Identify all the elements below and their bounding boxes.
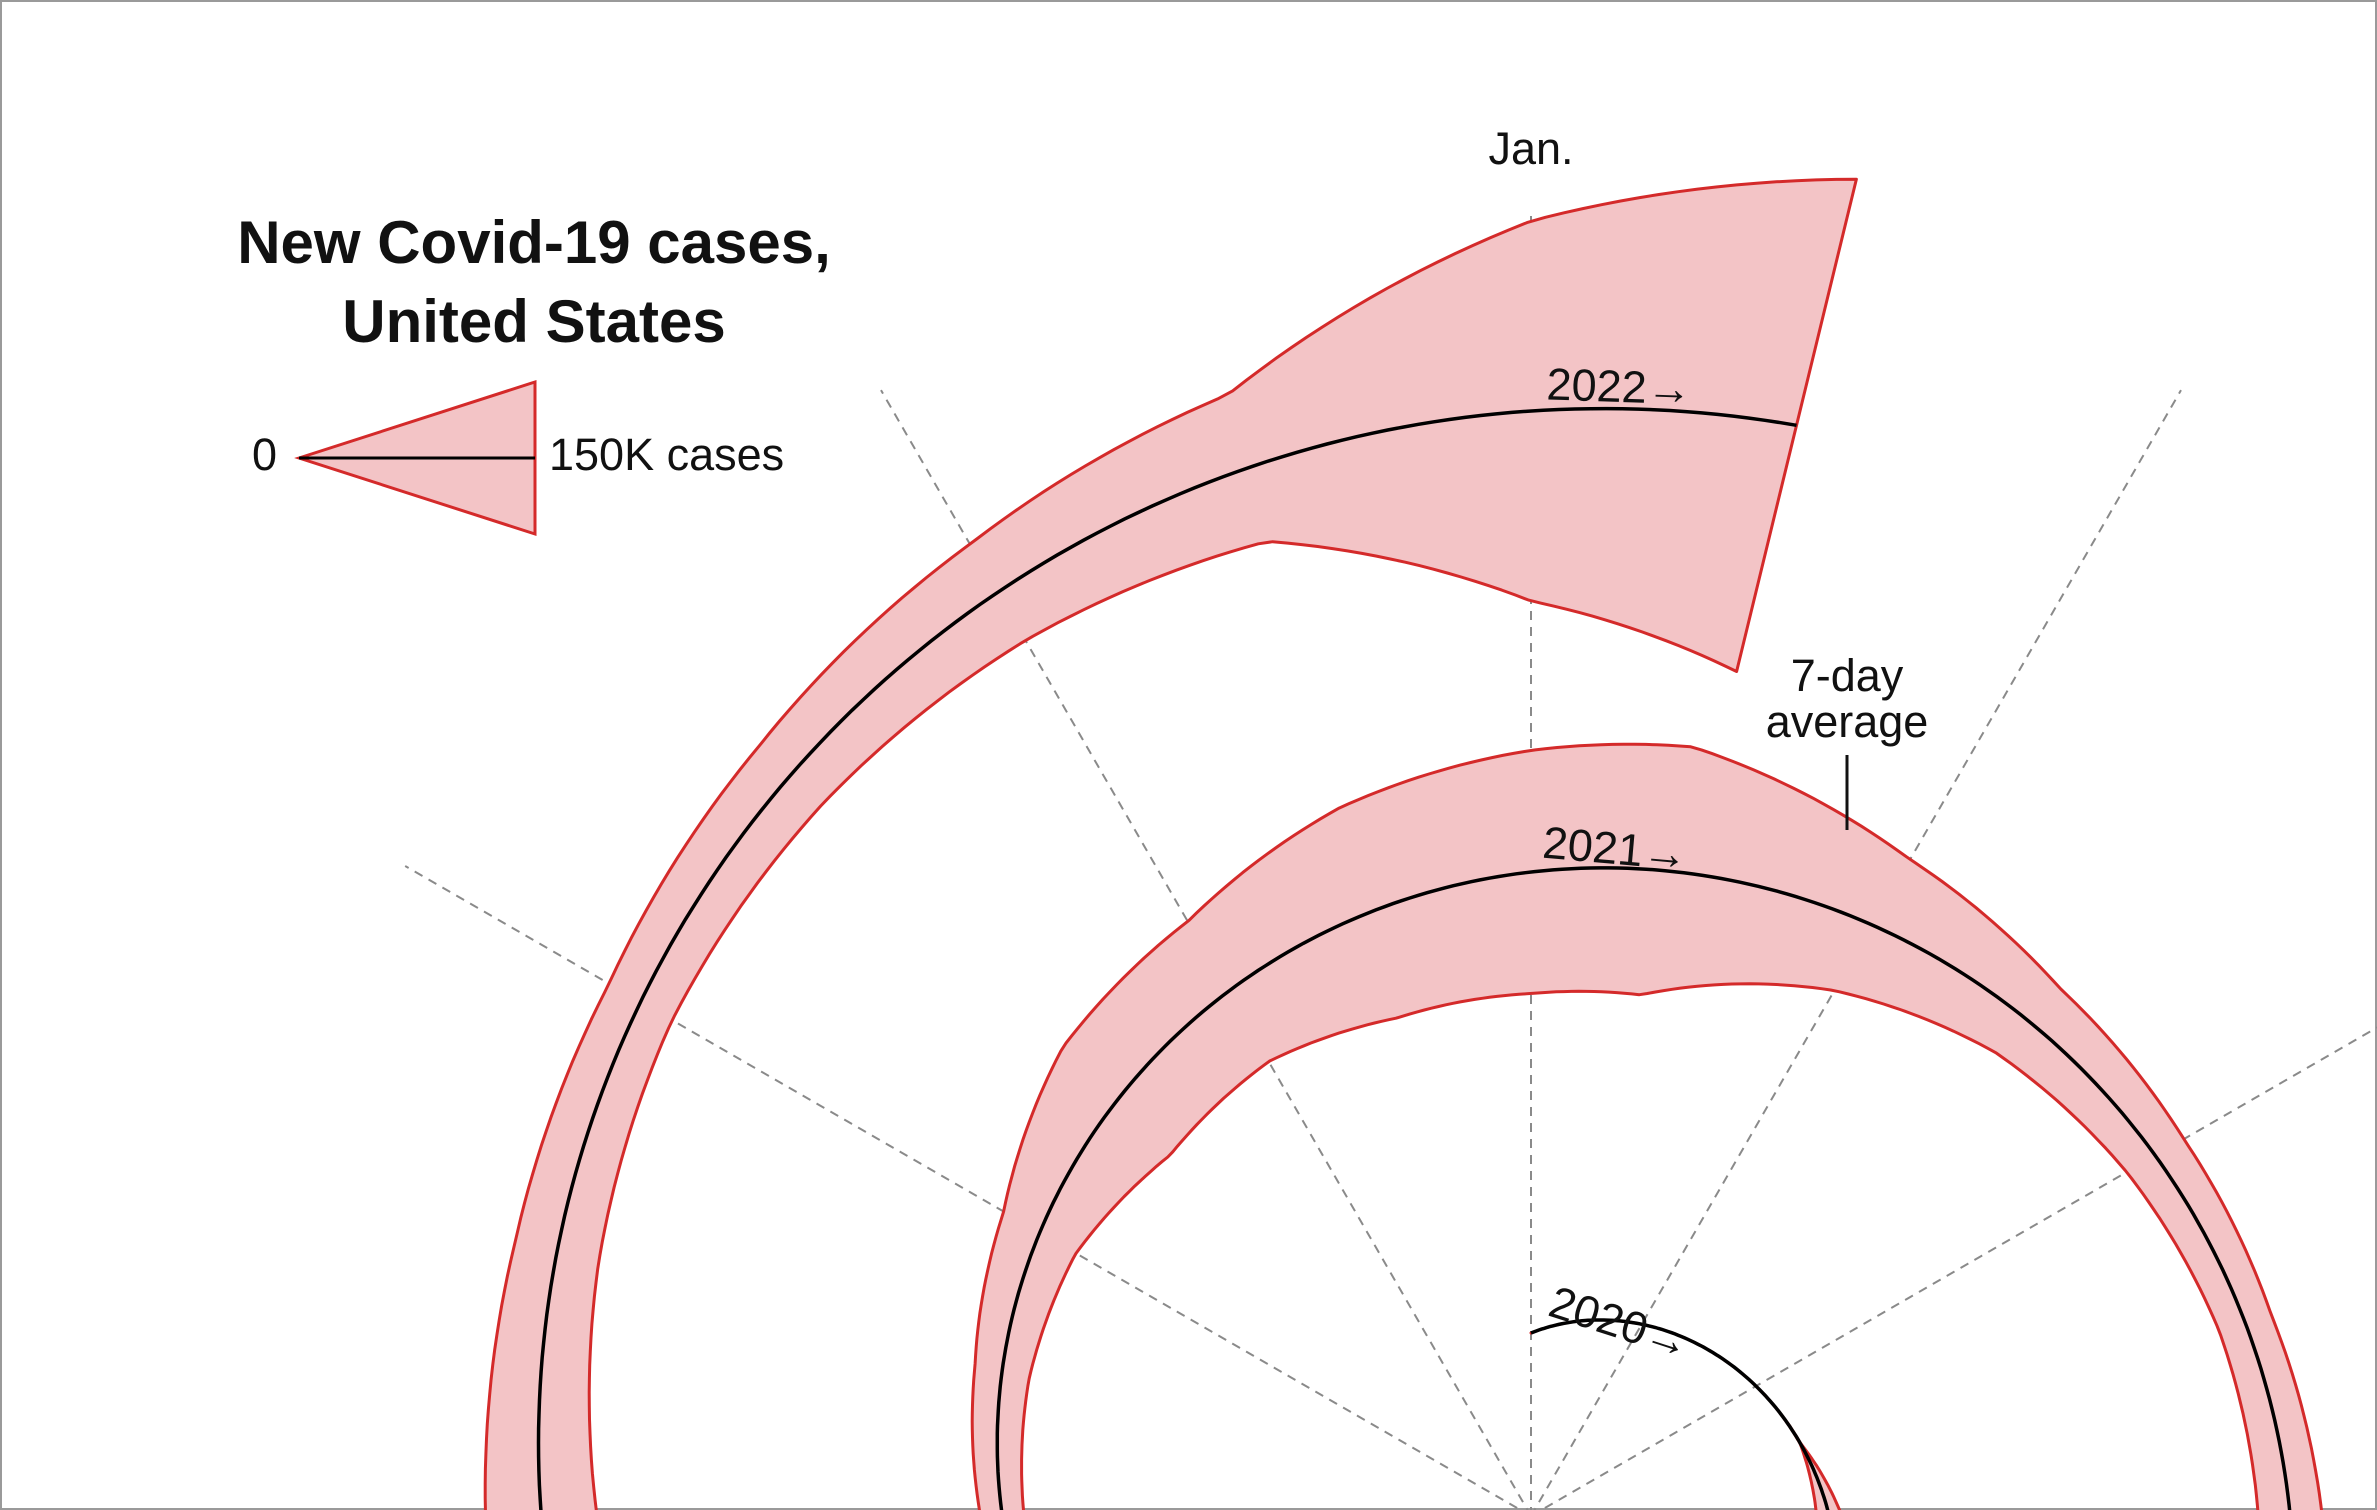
chart-title: United States	[342, 288, 725, 355]
legend-tick-label: 150K cases	[549, 429, 784, 480]
annotation: average	[1766, 696, 1929, 747]
year-label: 2022→	[1546, 358, 1693, 414]
baseline-spiral	[536, 406, 2292, 1510]
x-tick-label: Jan.	[1488, 123, 1573, 174]
chart-title: New Covid-19 cases,	[237, 209, 831, 276]
cases-band	[483, 177, 2323, 1510]
month-grid-line	[880, 389, 1529, 1510]
plot	[483, 177, 2323, 1510]
month-grid-line	[1533, 389, 2182, 1510]
annotation: 7-day	[1791, 650, 1904, 701]
legend-tick-label: 0	[252, 429, 277, 480]
year-label: 2021→	[1541, 817, 1690, 880]
month-grid-line	[404, 865, 1523, 1510]
month-grid-line	[1539, 1026, 2377, 1510]
month-grid	[404, 216, 2377, 1510]
